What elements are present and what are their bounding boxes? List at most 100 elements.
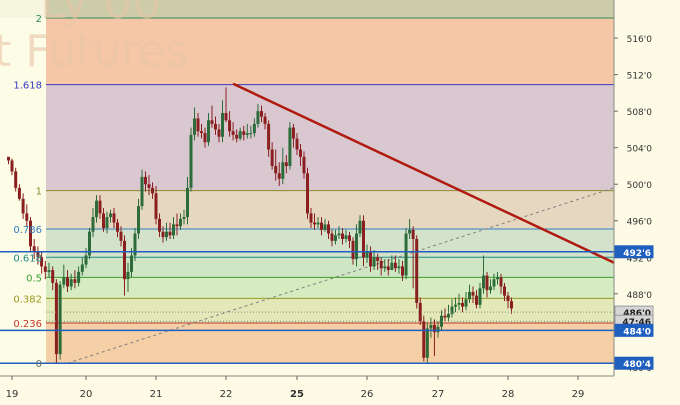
candle-body xyxy=(168,231,172,236)
x-axis-bg xyxy=(0,376,614,405)
candle-body xyxy=(489,286,492,291)
candle-body xyxy=(323,224,327,230)
x-axis: 19 20 21 22 25 26 27 28 29 xyxy=(0,375,614,405)
candle-body xyxy=(418,302,422,322)
candle-body xyxy=(281,162,285,179)
y-tick-label: 504'0 xyxy=(627,145,653,155)
candle-body xyxy=(158,218,161,232)
candle-body xyxy=(288,127,292,166)
fib-label: 0.236 xyxy=(13,319,42,330)
candles xyxy=(7,87,513,364)
x-tick-label: 19 xyxy=(6,389,19,400)
candle-body xyxy=(25,213,29,221)
candle-body xyxy=(161,231,165,238)
candle-body xyxy=(270,149,274,166)
candle-body xyxy=(337,233,341,236)
candle-body xyxy=(98,200,102,214)
candle-body xyxy=(249,133,253,135)
candle-body xyxy=(217,129,221,137)
candle-body xyxy=(140,176,144,207)
candle-body xyxy=(47,270,51,272)
fib-band xyxy=(46,84,614,191)
candle-body xyxy=(256,111,260,124)
candle-body xyxy=(29,220,32,247)
red-trendline xyxy=(232,82,680,296)
price-tag-lines xyxy=(0,251,614,364)
candle-body xyxy=(252,123,256,134)
candle-body xyxy=(362,220,365,258)
candle-body xyxy=(91,217,95,232)
candle-body xyxy=(144,176,147,185)
candle-body xyxy=(224,112,228,121)
fib-label: 0.5 xyxy=(26,273,42,284)
candle-body xyxy=(235,134,239,139)
candle-body xyxy=(123,240,126,280)
candle-body xyxy=(291,127,295,139)
candle-body xyxy=(302,156,306,174)
candle-body xyxy=(203,133,207,143)
candle-body xyxy=(231,131,235,135)
candle-body xyxy=(436,326,440,333)
x-tick-label: 26 xyxy=(361,389,374,400)
fib-band xyxy=(46,277,614,299)
candle-body xyxy=(182,217,186,219)
candle-body xyxy=(432,324,436,333)
candle-body xyxy=(214,123,217,130)
candle-body xyxy=(40,257,44,267)
candle-body xyxy=(309,213,313,223)
candle-body xyxy=(154,193,158,219)
candle-body xyxy=(105,217,109,229)
candle-body xyxy=(189,134,193,188)
candle-body xyxy=(179,218,182,227)
candle-body xyxy=(84,255,88,265)
candle-body xyxy=(499,277,503,287)
candle-body xyxy=(348,235,351,241)
fib-band xyxy=(46,257,614,278)
candle-body xyxy=(102,213,105,229)
candle-body xyxy=(443,315,447,318)
candle-body xyxy=(492,279,496,287)
candle-body xyxy=(54,282,58,355)
candle-body xyxy=(372,257,376,267)
x-tick-label: 21 xyxy=(150,389,163,400)
y-tick-label: 500'0 xyxy=(627,181,653,191)
candle-body xyxy=(116,222,119,232)
candle-body xyxy=(454,304,457,307)
candle-body xyxy=(376,257,380,261)
x-tick-label: 27 xyxy=(432,389,445,400)
candle-body xyxy=(172,224,175,236)
candle-body xyxy=(355,233,358,260)
y-tick-label: 516'0 xyxy=(627,35,653,45)
candle-body xyxy=(506,295,510,302)
candle-body xyxy=(358,220,362,234)
candle-body xyxy=(383,266,387,269)
candle-body xyxy=(386,266,390,271)
candle-body xyxy=(510,301,513,309)
candle-body xyxy=(351,240,355,260)
price-tag-label: 47:46 xyxy=(622,318,651,328)
candle-body xyxy=(95,200,98,218)
candle-body xyxy=(475,295,478,305)
candle-body xyxy=(429,324,433,329)
bottom-margin xyxy=(0,363,614,376)
fib-band xyxy=(46,228,614,258)
price-tag-label: 486'0 xyxy=(623,309,651,319)
fib-label: 0.382 xyxy=(13,294,42,305)
watermark-line1: Ly 00 xyxy=(40,0,162,29)
candle-body xyxy=(69,279,73,287)
candle-body xyxy=(126,271,130,280)
fib-label: 1 xyxy=(36,187,42,198)
candle-body xyxy=(147,184,151,188)
price-tag-bg xyxy=(614,245,654,259)
candle-body xyxy=(397,266,401,269)
price-tag-label: 480'4 xyxy=(623,360,651,370)
candle-body xyxy=(10,160,14,172)
candle-body xyxy=(62,277,66,285)
y-tick-label: 488'0 xyxy=(627,291,653,301)
candle-body xyxy=(186,187,189,218)
candle-body xyxy=(468,291,471,300)
candle-body xyxy=(228,120,232,132)
y-tick-label: 496'0 xyxy=(627,218,653,228)
